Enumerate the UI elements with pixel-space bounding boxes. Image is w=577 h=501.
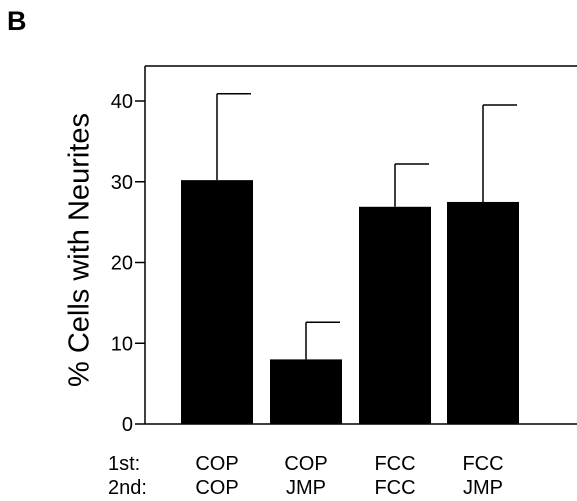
category-label-second-0: COP xyxy=(195,477,239,499)
category-label-second-1: JMP xyxy=(286,477,326,499)
row-label-first: 1st: xyxy=(108,453,141,475)
panel-letter: B xyxy=(7,6,27,36)
y-tick-label-10: 10 xyxy=(111,333,133,355)
y-tick-label-20: 20 xyxy=(111,253,133,275)
row-label-second: 2nd: xyxy=(108,477,147,499)
category-label-second-2: FCC xyxy=(374,477,416,499)
category-label-second-3: JMP xyxy=(463,477,503,499)
bar-1 xyxy=(270,359,342,424)
category-label-first-3: FCC xyxy=(462,453,504,475)
category-label-first-0: COP xyxy=(195,453,239,475)
bar-0 xyxy=(181,180,253,424)
category-label-first-1: COP xyxy=(284,453,328,475)
y-tick-label-0: 0 xyxy=(122,414,133,436)
y-tick-label-40: 40 xyxy=(111,91,133,113)
bar-3 xyxy=(447,201,519,424)
y-tick-label-30: 30 xyxy=(111,172,133,194)
category-label-first-2: FCC xyxy=(374,453,416,475)
bar-2 xyxy=(359,206,431,424)
